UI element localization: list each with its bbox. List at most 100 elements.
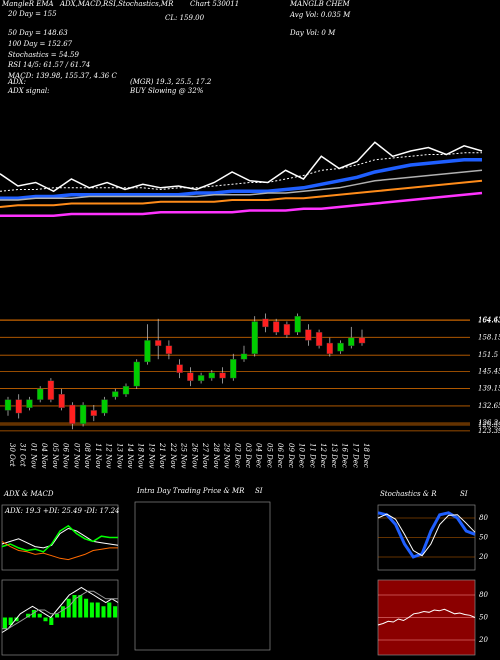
ma-line xyxy=(2,590,118,630)
x-tick-label: 29 Nov xyxy=(223,442,231,468)
candle-body xyxy=(90,410,98,416)
x-tick-label: 18 Dec xyxy=(362,443,370,468)
day-vol: Day Vol: 0 M xyxy=(289,29,336,37)
candle-body xyxy=(326,342,334,355)
x-tick-label: 30 Oct xyxy=(8,443,16,467)
x-tick-label: 03 Dec xyxy=(244,443,252,468)
ma20: 20 Day = 155 xyxy=(7,10,57,18)
company: MANGLB CHEM xyxy=(289,0,351,8)
candle-body xyxy=(69,404,76,425)
candle-body xyxy=(272,321,280,333)
level-label: 125.59 xyxy=(478,421,500,429)
candle-body xyxy=(219,372,226,379)
candle-body xyxy=(26,399,33,408)
x-tick-label: 14 Nov xyxy=(126,443,134,468)
panel-title: ADX & MACD xyxy=(3,490,54,498)
ma-line xyxy=(1,586,119,633)
candle-body xyxy=(187,372,194,381)
candle-body xyxy=(262,318,269,328)
level-label: 123.39 xyxy=(478,427,500,435)
macd-bar xyxy=(31,610,36,618)
macd-bar xyxy=(55,613,60,618)
candle-body xyxy=(112,391,119,398)
x-tick-label: 12 Nov xyxy=(105,443,113,468)
level-label: 139.15 xyxy=(478,384,500,392)
macd-bar xyxy=(107,602,112,618)
x-tick-label: 08 Nov xyxy=(83,443,91,468)
macd-bar xyxy=(89,602,94,618)
macd-bar xyxy=(2,617,7,629)
adx: ADX: xyxy=(7,78,26,86)
adx-signal-label: ADX signal: xyxy=(7,87,49,95)
macd-bar xyxy=(37,613,42,618)
macd-bar xyxy=(78,595,83,618)
panel-title: Stochastics & R xyxy=(380,490,437,498)
y-tick-label: 80 xyxy=(479,591,488,599)
x-tick-label: 01 Nov xyxy=(29,443,37,468)
y-tick-label: 20 xyxy=(478,636,488,644)
adx-values: (MGR) 19.3, 25.5, 17.2 xyxy=(130,78,212,86)
x-tick-label: 22 Nov xyxy=(169,442,177,468)
level-label: 151.5 xyxy=(478,351,499,359)
x-tick-label: 21 Nov xyxy=(158,442,166,468)
adx-signal: BUY Slowing @ 32% xyxy=(129,87,204,95)
level-label: 158.15 xyxy=(478,333,500,341)
macd-bar xyxy=(66,598,71,618)
x-tick-label: 04 Nov xyxy=(40,443,48,468)
candle-body xyxy=(230,359,237,379)
ma-line xyxy=(0,158,482,201)
candle-body xyxy=(337,342,344,352)
ma-line xyxy=(0,191,483,218)
macd-bar xyxy=(113,606,118,618)
close: CL: 159.00 xyxy=(165,14,205,22)
candle-body xyxy=(165,345,173,355)
y-tick-label: 50 xyxy=(479,534,488,542)
studies: ADX,MACD,RSI,Stochastics,MR xyxy=(59,0,174,8)
candle-body xyxy=(4,399,12,411)
candle-body xyxy=(240,353,248,360)
x-tick-label: 16 Dec xyxy=(341,443,349,468)
candle-body xyxy=(348,337,355,346)
x-tick-label: 06 Dec xyxy=(276,443,284,468)
candle-body xyxy=(58,394,65,408)
ticker: MangleR EMA xyxy=(1,0,54,8)
candle-body xyxy=(144,340,151,363)
macd-bar xyxy=(95,602,100,618)
candle-body xyxy=(79,404,87,425)
candle-body xyxy=(133,361,140,387)
code: Chart 530011 xyxy=(190,0,239,8)
macd-bar xyxy=(49,617,54,625)
ma-line xyxy=(1,524,118,553)
macd-bar xyxy=(14,617,19,622)
level-label: 164.43 xyxy=(478,316,500,324)
candle-body xyxy=(294,315,301,333)
x-tick-label: 11 Dec xyxy=(308,443,316,468)
level-label: 145.45 xyxy=(478,367,500,375)
y-tick-label: 80 xyxy=(479,514,488,522)
y-tick-label: 50 xyxy=(479,614,488,622)
x-tick-label: 26 Nov xyxy=(190,442,198,468)
macd-bar xyxy=(84,598,89,618)
x-tick-label: 17 Dec xyxy=(351,443,359,468)
ma-line xyxy=(0,152,482,192)
x-tick-label: 06 Nov xyxy=(62,443,70,468)
stoch: Stochastics = 54.59 xyxy=(8,51,79,59)
candle-body xyxy=(358,337,366,344)
x-tick-label: 28 Nov xyxy=(212,442,220,468)
panel-subtitle: SI xyxy=(460,490,468,498)
avg-vol: Avg Vol: 0.035 M xyxy=(289,11,351,19)
panel-label: ADX: 19.3 +DI: 25.49 -DI: 17.24 xyxy=(4,507,120,515)
ma-line xyxy=(1,527,119,549)
ma-line xyxy=(377,511,476,559)
candle-body xyxy=(101,399,108,414)
ma-line xyxy=(0,169,483,201)
candle-body xyxy=(154,340,162,346)
macd: MACD: 139.98, 155.37, 4.36 C xyxy=(7,72,117,80)
x-tick-label: 05 Dec xyxy=(265,443,273,468)
x-tick-label: 13 Dec xyxy=(330,443,338,468)
x-tick-label: 11 Nov xyxy=(94,443,102,468)
x-tick-label: 27 Nov xyxy=(201,442,209,468)
ma-line xyxy=(0,141,483,193)
panel-frame xyxy=(1,579,119,656)
